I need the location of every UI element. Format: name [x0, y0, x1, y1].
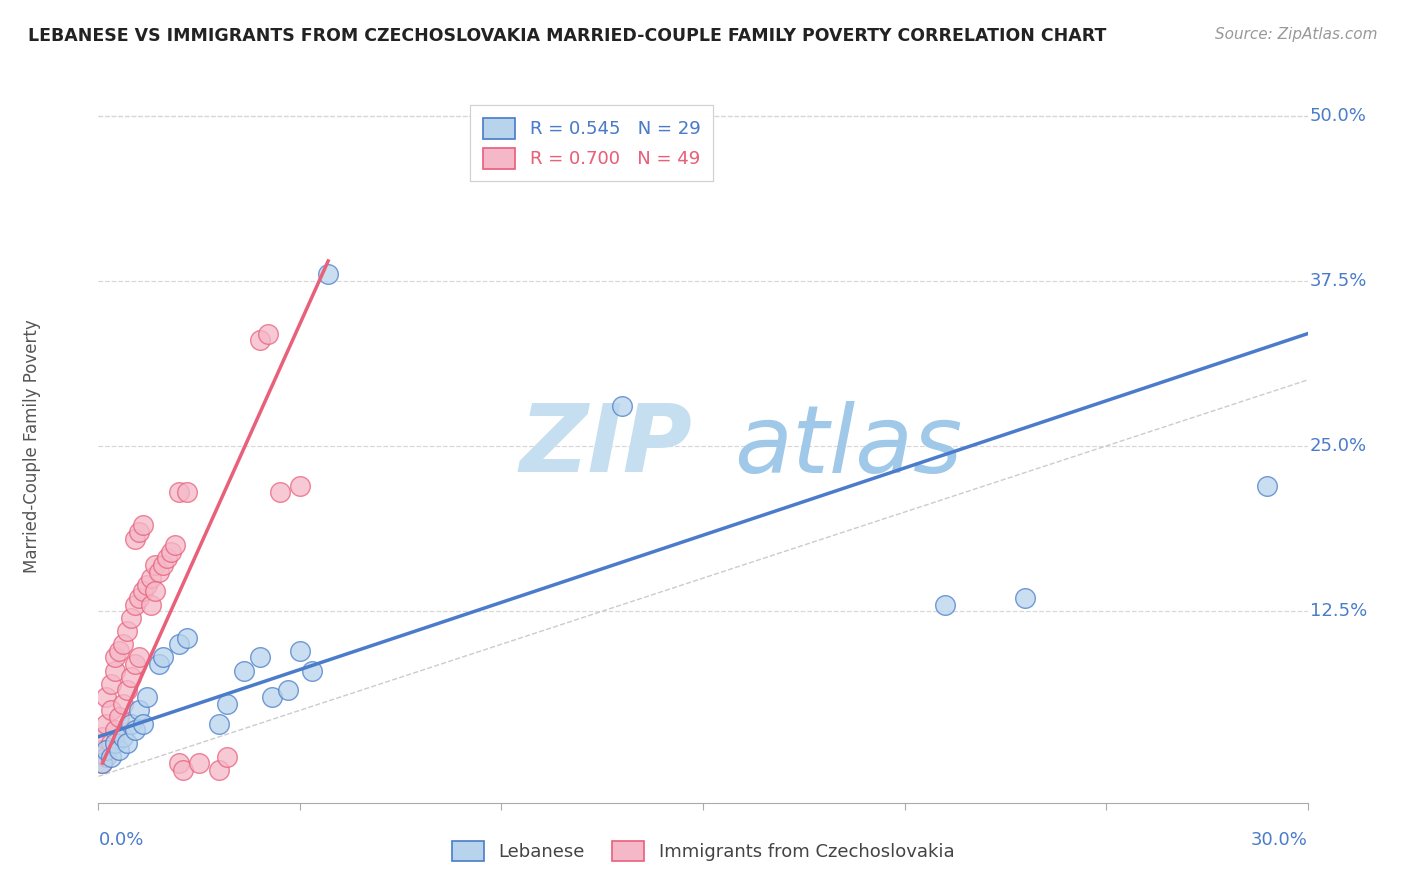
- Point: [316, 267, 339, 281]
- Point: [91, 756, 114, 771]
- Point: [124, 657, 146, 671]
- Point: [96, 749, 118, 764]
- Point: [91, 730, 114, 744]
- Point: [288, 644, 311, 658]
- Point: [249, 650, 271, 665]
- Point: [107, 644, 129, 658]
- Point: [148, 657, 170, 671]
- Point: [124, 598, 146, 612]
- Point: [100, 736, 122, 750]
- Point: [96, 716, 118, 731]
- Point: [135, 690, 157, 704]
- Point: [1256, 478, 1278, 492]
- Point: [115, 736, 138, 750]
- Text: 25.0%: 25.0%: [1310, 437, 1367, 455]
- Point: [91, 756, 114, 771]
- Point: [256, 326, 278, 341]
- Point: [120, 670, 142, 684]
- Point: [288, 478, 311, 492]
- Point: [103, 650, 125, 665]
- Point: [152, 650, 174, 665]
- Point: [132, 518, 155, 533]
- Point: [100, 677, 122, 691]
- Point: [249, 333, 271, 347]
- Point: [115, 683, 138, 698]
- Point: [124, 723, 146, 738]
- Point: [217, 749, 239, 764]
- Text: Married-Couple Family Poverty: Married-Couple Family Poverty: [22, 319, 41, 573]
- Point: [128, 591, 150, 605]
- Point: [143, 558, 166, 572]
- Point: [111, 637, 134, 651]
- Point: [208, 763, 231, 777]
- Text: 50.0%: 50.0%: [1310, 107, 1367, 125]
- Point: [103, 736, 125, 750]
- Point: [103, 664, 125, 678]
- Point: [132, 716, 155, 731]
- Point: [269, 485, 291, 500]
- Point: [167, 485, 190, 500]
- Point: [124, 532, 146, 546]
- Point: [208, 716, 231, 731]
- Point: [277, 683, 299, 698]
- Point: [111, 697, 134, 711]
- Point: [172, 763, 194, 777]
- Point: [120, 611, 142, 625]
- Point: [100, 703, 122, 717]
- Text: atlas: atlas: [734, 401, 962, 491]
- Point: [96, 690, 118, 704]
- Point: [107, 710, 129, 724]
- Text: Source: ZipAtlas.com: Source: ZipAtlas.com: [1215, 27, 1378, 42]
- Point: [115, 624, 138, 638]
- Point: [148, 565, 170, 579]
- Point: [217, 697, 239, 711]
- Point: [260, 690, 283, 704]
- Point: [167, 756, 190, 771]
- Point: [1014, 591, 1036, 605]
- Point: [107, 743, 129, 757]
- Point: [156, 551, 179, 566]
- Point: [301, 664, 323, 678]
- Point: [167, 637, 190, 651]
- Point: [111, 730, 134, 744]
- Text: 37.5%: 37.5%: [1310, 272, 1368, 290]
- Legend: R = 0.545   N = 29, R = 0.700   N = 49: R = 0.545 N = 29, R = 0.700 N = 49: [470, 105, 713, 181]
- Text: 12.5%: 12.5%: [1310, 602, 1367, 620]
- Point: [163, 538, 186, 552]
- Point: [176, 631, 198, 645]
- Point: [160, 545, 183, 559]
- Point: [132, 584, 155, 599]
- Point: [143, 584, 166, 599]
- Point: [120, 716, 142, 731]
- Text: 30.0%: 30.0%: [1251, 831, 1308, 849]
- Point: [139, 598, 162, 612]
- Point: [128, 524, 150, 539]
- Point: [232, 664, 254, 678]
- Point: [152, 558, 174, 572]
- Point: [612, 400, 634, 414]
- Point: [188, 756, 211, 771]
- Text: 0.0%: 0.0%: [98, 831, 143, 849]
- Legend: Lebanese, Immigrants from Czechoslovakia: Lebanese, Immigrants from Czechoslovakia: [439, 828, 967, 874]
- Text: LEBANESE VS IMMIGRANTS FROM CZECHOSLOVAKIA MARRIED-COUPLE FAMILY POVERTY CORRELA: LEBANESE VS IMMIGRANTS FROM CZECHOSLOVAK…: [28, 27, 1107, 45]
- Point: [100, 749, 122, 764]
- Point: [128, 703, 150, 717]
- Point: [96, 743, 118, 757]
- Point: [139, 571, 162, 585]
- Point: [91, 743, 114, 757]
- Point: [176, 485, 198, 500]
- Point: [934, 598, 956, 612]
- Point: [103, 723, 125, 738]
- Point: [135, 578, 157, 592]
- Point: [128, 650, 150, 665]
- Text: ZIP: ZIP: [520, 400, 693, 492]
